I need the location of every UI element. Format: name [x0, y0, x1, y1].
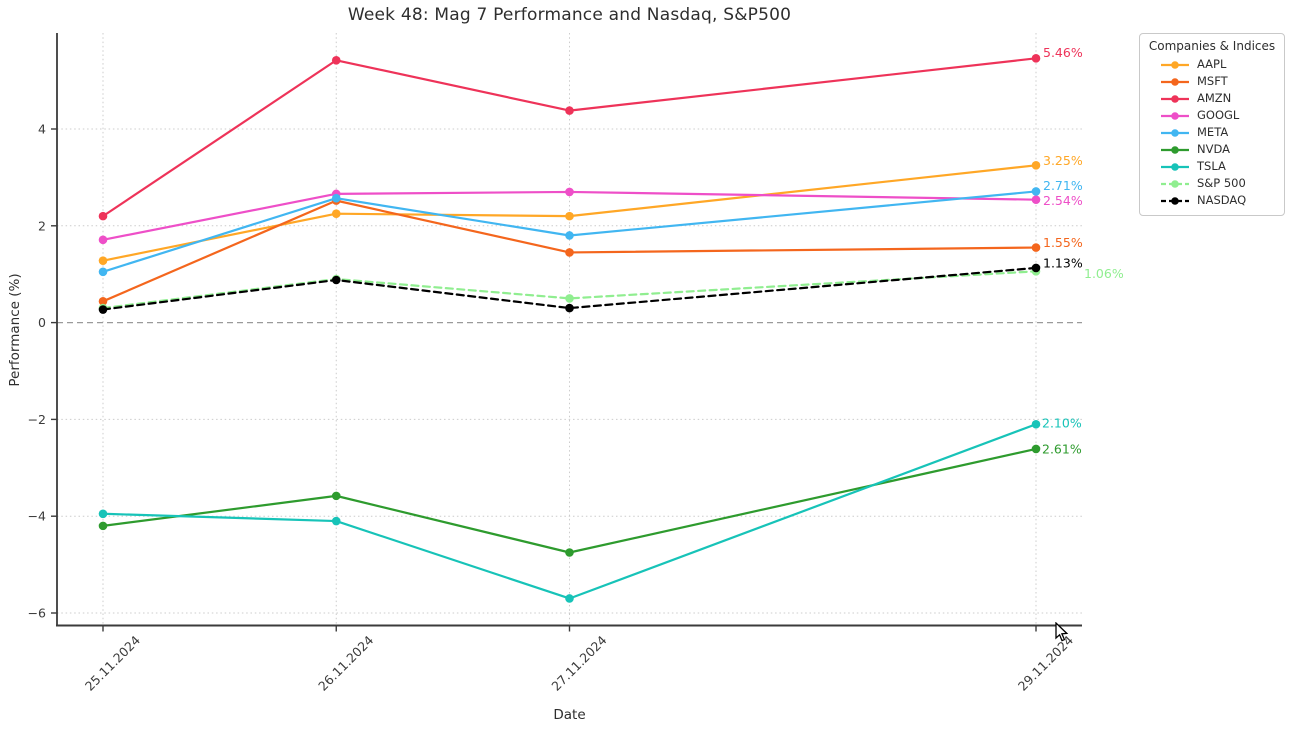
svg-text:3.25%: 3.25%: [1043, 153, 1083, 168]
svg-text:2.61%: 2.61%: [1042, 441, 1082, 456]
x-axis-label: Date: [553, 707, 586, 723]
series-amzn: [98, 54, 1041, 221]
legend-item-msft: MSFT: [1146, 73, 1278, 90]
legend-item-googl: GOOGL: [1146, 107, 1278, 124]
legend-item-aapl: AAPL: [1146, 56, 1278, 73]
svg-text:1.13%: 1.13%: [1043, 255, 1083, 270]
end-value-labels: 3.25% 1.55% 5.46% 2.54%2.71% 2.61% 2.10% 1.06%…: [1042, 45, 1124, 457]
series-meta: [98, 187, 1041, 277]
legend-item-s-p-500: S&P 500: [1146, 175, 1278, 192]
legend-line-icon: [1161, 179, 1189, 188]
series-tsla: [98, 419, 1041, 603]
legend-line-icon: [1161, 94, 1189, 103]
legend-item-nasdaq: NASDAQ: [1146, 192, 1278, 209]
series-aapl: [98, 161, 1041, 265]
legend-item-meta: META: [1146, 124, 1278, 141]
x-tick-labels: 25.11.2024 26.11.2024 27.11.2024 29.11.2024: [82, 632, 1076, 693]
legend-item-label: TSLA: [1197, 159, 1226, 173]
legend-line-icon: [1161, 128, 1189, 137]
legend-item-tsla: TSLA: [1146, 158, 1278, 175]
gridlines: [57, 33, 1082, 626]
series-googl: [98, 187, 1041, 245]
series-nvda: [98, 444, 1041, 557]
legend-item-label: AMZN: [1197, 91, 1232, 105]
legend-line-icon: [1161, 196, 1189, 205]
legend-line-icon: [1161, 60, 1189, 69]
svg-text:26.11.2024: 26.11.2024: [315, 632, 376, 693]
legend-line-icon: [1161, 111, 1189, 120]
svg-text:2.54%: 2.54%: [1043, 193, 1083, 208]
svg-text:25.11.2024: 25.11.2024: [82, 632, 143, 693]
legend-item-label: GOOGL: [1197, 108, 1240, 122]
legend-item-label: S&P 500: [1197, 176, 1246, 190]
axes-spines: [51, 33, 1082, 632]
svg-text:2.10%: 2.10%: [1042, 416, 1082, 431]
legend-line-icon: [1161, 162, 1189, 171]
legend-item-amzn: AMZN: [1146, 90, 1278, 107]
series-nasdaq: [98, 263, 1041, 314]
legend-title: Companies & Indices: [1148, 39, 1276, 53]
legend-item-label: AAPL: [1197, 57, 1227, 71]
legend-item-label: NASDAQ: [1197, 193, 1247, 207]
legend-box: Companies & Indices AAPL MSFT AMZN GOOGL MET…: [1139, 33, 1285, 216]
chart-title: Week 48: Mag 7 Performance and Nasdaq, S…: [347, 5, 792, 25]
y-tick-labels: 4 2 0 −2 −4 −6: [28, 122, 46, 621]
svg-text:1.55%: 1.55%: [1043, 235, 1083, 250]
legend-item-nvda: NVDA: [1146, 141, 1278, 158]
svg-text:27.11.2024: 27.11.2024: [548, 632, 609, 693]
svg-text:−4: −4: [28, 509, 46, 524]
legend-line-icon: [1161, 77, 1189, 86]
legend-line-icon: [1161, 145, 1189, 154]
svg-text:5.46%: 5.46%: [1043, 45, 1083, 60]
svg-text:2.71%: 2.71%: [1043, 178, 1083, 193]
legend-item-label: META: [1197, 125, 1229, 139]
svg-text:0: 0: [38, 315, 46, 330]
svg-text:−6: −6: [28, 606, 46, 621]
svg-text:1.06%: 1.06%: [1084, 266, 1124, 281]
legend-items: AAPL MSFT AMZN GOOGL META NVDA TSLA S&P 500 NASD…: [1146, 56, 1278, 209]
svg-text:−2: −2: [28, 412, 46, 427]
svg-text:2: 2: [38, 218, 46, 233]
svg-text:4: 4: [38, 122, 46, 137]
mouse-cursor-icon: [1055, 622, 1069, 642]
legend-item-label: MSFT: [1197, 74, 1228, 88]
legend-item-label: NVDA: [1197, 142, 1230, 156]
